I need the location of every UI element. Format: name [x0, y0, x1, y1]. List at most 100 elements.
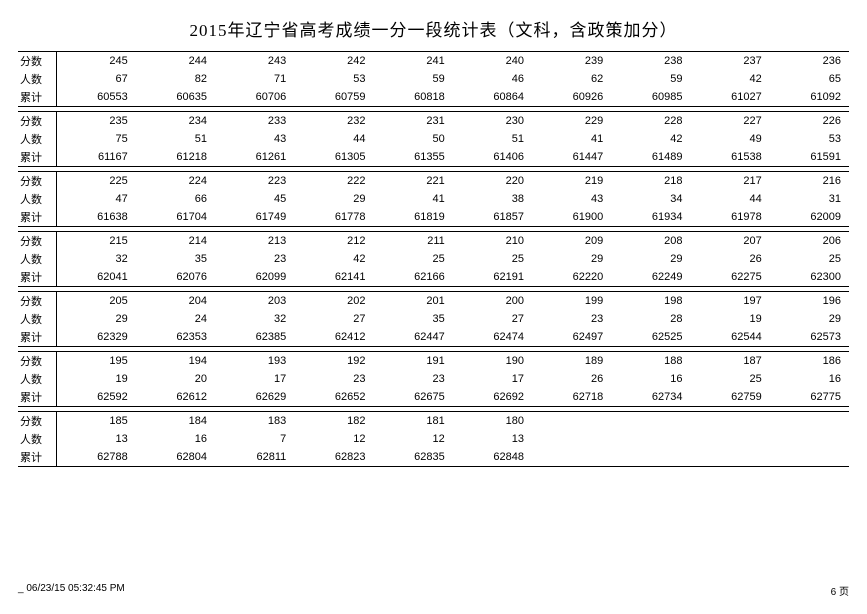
data-cell: 16 — [770, 370, 849, 388]
score-block: 分数235234233232231230229228227226人数755143… — [18, 111, 849, 167]
data-cell: 62041 — [57, 268, 136, 286]
data-cell: 62718 — [532, 388, 611, 406]
data-cell: 237 — [691, 52, 770, 70]
row-label: 累计 — [18, 328, 57, 346]
data-cell: 228 — [611, 112, 690, 130]
row-label: 累计 — [18, 148, 57, 166]
score-table: 分数185184183182181180人数13167121213累计62788… — [18, 412, 849, 466]
data-cell: 32 — [57, 250, 136, 268]
data-cell: 66 — [136, 190, 215, 208]
data-cell: 222 — [294, 172, 373, 190]
data-cell: 82 — [136, 70, 215, 88]
data-cell: 42 — [294, 250, 373, 268]
table-row: 累计61638617046174961778618196185761900619… — [18, 208, 849, 226]
data-cell: 19 — [691, 310, 770, 328]
data-cell: 183 — [215, 412, 294, 430]
data-cell: 181 — [374, 412, 453, 430]
data-cell: 61934 — [611, 208, 690, 226]
table-row: 累计62592626126262962652626756269262718627… — [18, 388, 849, 406]
data-cell: 61819 — [374, 208, 453, 226]
data-cell: 241 — [374, 52, 453, 70]
data-cell — [691, 448, 770, 466]
data-cell: 62675 — [374, 388, 453, 406]
data-cell: 209 — [532, 232, 611, 250]
data-cell: 235 — [57, 112, 136, 130]
data-cell: 62 — [532, 70, 611, 88]
data-cell — [770, 412, 849, 430]
data-cell: 46 — [453, 70, 532, 88]
data-cell: 60926 — [532, 88, 611, 106]
data-cell: 242 — [294, 52, 373, 70]
data-cell: 61489 — [611, 148, 690, 166]
data-cell — [611, 430, 690, 448]
data-cell: 223 — [215, 172, 294, 190]
data-cell — [691, 430, 770, 448]
data-cell: 212 — [294, 232, 373, 250]
data-cell: 53 — [770, 130, 849, 148]
data-cell: 62009 — [770, 208, 849, 226]
data-cell: 62249 — [611, 268, 690, 286]
data-cell: 23 — [374, 370, 453, 388]
data-cell: 62385 — [215, 328, 294, 346]
data-cell: 62497 — [532, 328, 611, 346]
row-label: 分数 — [18, 292, 57, 310]
data-cell: 23 — [294, 370, 373, 388]
row-label: 分数 — [18, 232, 57, 250]
data-cell: 190 — [453, 352, 532, 370]
table-row: 分数235234233232231230229228227226 — [18, 112, 849, 130]
row-label: 累计 — [18, 268, 57, 286]
score-table: 分数215214213212211210209208207206人数323523… — [18, 232, 849, 286]
data-cell: 13 — [453, 430, 532, 448]
data-cell: 189 — [532, 352, 611, 370]
data-cell: 62835 — [374, 448, 453, 466]
row-label: 人数 — [18, 250, 57, 268]
data-cell: 32 — [215, 310, 294, 328]
data-cell: 207 — [691, 232, 770, 250]
data-cell: 224 — [136, 172, 215, 190]
data-cell: 180 — [453, 412, 532, 430]
data-cell: 197 — [691, 292, 770, 310]
data-cell: 182 — [294, 412, 373, 430]
data-cell: 60635 — [136, 88, 215, 106]
data-cell: 61261 — [215, 148, 294, 166]
row-label: 累计 — [18, 388, 57, 406]
data-cell: 203 — [215, 292, 294, 310]
data-cell: 61355 — [374, 148, 453, 166]
data-cell: 62220 — [532, 268, 611, 286]
data-cell: 62804 — [136, 448, 215, 466]
data-cell: 184 — [136, 412, 215, 430]
data-cell: 62612 — [136, 388, 215, 406]
data-cell: 25 — [691, 370, 770, 388]
data-cell: 16 — [136, 430, 215, 448]
data-cell: 23 — [215, 250, 294, 268]
data-cell: 218 — [611, 172, 690, 190]
row-label: 分数 — [18, 52, 57, 70]
data-cell: 67 — [57, 70, 136, 88]
data-cell: 71 — [215, 70, 294, 88]
data-cell: 187 — [691, 352, 770, 370]
data-cell: 62076 — [136, 268, 215, 286]
data-cell: 238 — [611, 52, 690, 70]
data-cell: 233 — [215, 112, 294, 130]
data-cell: 31 — [770, 190, 849, 208]
data-cell: 239 — [532, 52, 611, 70]
data-cell: 34 — [611, 190, 690, 208]
data-cell: 208 — [611, 232, 690, 250]
data-cell: 62848 — [453, 448, 532, 466]
page-footer: _ 06/23/15 05:32:45 PM 6 页 — [18, 583, 849, 598]
row-label: 分数 — [18, 412, 57, 430]
table-row: 分数245244243242241240239238237236 — [18, 52, 849, 70]
data-cell: 61591 — [770, 148, 849, 166]
score-block: 分数195194193192191190189188187186人数192017… — [18, 351, 849, 407]
data-cell: 62166 — [374, 268, 453, 286]
data-cell: 195 — [57, 352, 136, 370]
data-cell: 62191 — [453, 268, 532, 286]
table-row: 累计62329623536238562412624476247462497625… — [18, 328, 849, 346]
data-cell — [532, 448, 611, 466]
table-row: 人数67827153594662594265 — [18, 70, 849, 88]
data-cell: 216 — [770, 172, 849, 190]
data-cell: 229 — [532, 112, 611, 130]
table-row: 人数47664529413843344431 — [18, 190, 849, 208]
table-row: 人数75514344505141424953 — [18, 130, 849, 148]
data-cell: 16 — [611, 370, 690, 388]
